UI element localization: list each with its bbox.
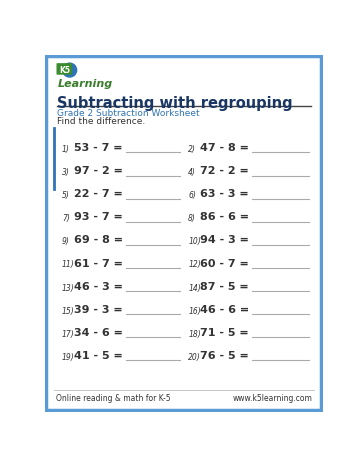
Text: 46 - 6 =: 46 - 6 = bbox=[200, 304, 249, 314]
Text: Online reading & math for K-5: Online reading & math for K-5 bbox=[56, 394, 171, 403]
Text: 13): 13) bbox=[62, 283, 75, 292]
Text: 12): 12) bbox=[188, 260, 201, 269]
Text: 8): 8) bbox=[188, 214, 196, 223]
Text: 87 - 5 =: 87 - 5 = bbox=[200, 281, 248, 291]
Text: 71 - 5 =: 71 - 5 = bbox=[200, 327, 248, 337]
Text: 18): 18) bbox=[188, 329, 201, 338]
Text: 10): 10) bbox=[188, 237, 201, 246]
Text: 93 - 7 =: 93 - 7 = bbox=[74, 212, 123, 222]
FancyBboxPatch shape bbox=[46, 57, 321, 411]
Text: 76 - 5 =: 76 - 5 = bbox=[200, 350, 249, 360]
Text: 5): 5) bbox=[62, 191, 70, 200]
Text: 69 - 8 =: 69 - 8 = bbox=[74, 235, 123, 245]
Text: 15): 15) bbox=[62, 306, 75, 315]
Text: 17): 17) bbox=[62, 329, 75, 338]
Text: 7): 7) bbox=[62, 214, 70, 223]
Text: K5: K5 bbox=[59, 66, 70, 75]
Text: 4): 4) bbox=[188, 168, 196, 177]
Text: 97 - 2 =: 97 - 2 = bbox=[74, 166, 123, 176]
FancyBboxPatch shape bbox=[56, 64, 72, 75]
Text: www.k5learning.com: www.k5learning.com bbox=[232, 394, 312, 403]
Text: 16): 16) bbox=[188, 306, 201, 315]
Text: 11): 11) bbox=[62, 260, 75, 269]
Text: 3): 3) bbox=[62, 168, 70, 177]
Text: 19): 19) bbox=[62, 352, 75, 361]
Text: 2): 2) bbox=[188, 144, 196, 154]
Text: 86 - 6 =: 86 - 6 = bbox=[200, 212, 249, 222]
Text: 34 - 6 =: 34 - 6 = bbox=[74, 327, 123, 337]
Text: 14): 14) bbox=[188, 283, 201, 292]
Text: 46 - 3 =: 46 - 3 = bbox=[74, 281, 123, 291]
Text: Learning: Learning bbox=[57, 79, 112, 88]
Text: 61 - 7 =: 61 - 7 = bbox=[74, 258, 123, 268]
Text: 60 - 7 =: 60 - 7 = bbox=[200, 258, 249, 268]
Text: 47 - 8 =: 47 - 8 = bbox=[200, 143, 249, 153]
Text: 39 - 3 =: 39 - 3 = bbox=[74, 304, 123, 314]
Text: 1): 1) bbox=[62, 144, 70, 154]
Text: 22 - 7 =: 22 - 7 = bbox=[74, 189, 123, 199]
Text: 63 - 3 =: 63 - 3 = bbox=[200, 189, 248, 199]
Text: 20): 20) bbox=[188, 352, 201, 361]
Text: 6): 6) bbox=[188, 191, 196, 200]
Text: 94 - 3 =: 94 - 3 = bbox=[200, 235, 249, 245]
Text: 41 - 5 =: 41 - 5 = bbox=[74, 350, 123, 360]
Text: Subtracting with regrouping: Subtracting with regrouping bbox=[57, 95, 293, 111]
Circle shape bbox=[63, 64, 77, 78]
Text: 72 - 2 =: 72 - 2 = bbox=[200, 166, 249, 176]
Text: Find the difference.: Find the difference. bbox=[57, 117, 145, 126]
Text: 9): 9) bbox=[62, 237, 70, 246]
Text: Grade 2 Subtraction Worksheet: Grade 2 Subtraction Worksheet bbox=[57, 109, 200, 118]
Text: 53 - 7 =: 53 - 7 = bbox=[74, 143, 123, 153]
